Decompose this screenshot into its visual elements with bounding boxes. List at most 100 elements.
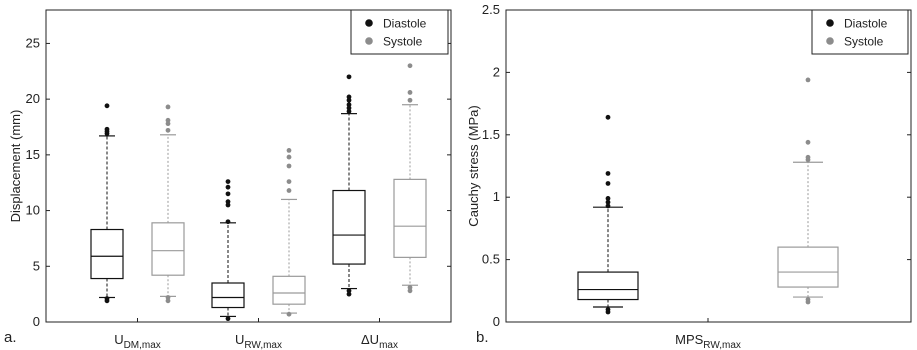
category-label: URW,max xyxy=(235,332,282,350)
box-plot xyxy=(577,114,639,315)
outlier-point xyxy=(346,97,352,103)
outlier-point xyxy=(346,105,352,111)
outlier-point xyxy=(805,139,811,145)
outlier-point xyxy=(165,117,171,123)
y-tick-label: 2.5 xyxy=(482,2,500,17)
box-iqr xyxy=(777,246,839,288)
outlier-point xyxy=(225,316,231,322)
panel-label: a. xyxy=(4,329,17,346)
legend-box xyxy=(350,9,449,55)
category-base: U xyxy=(114,332,123,347)
box-iqr xyxy=(332,189,366,265)
legend: Diastole Systole xyxy=(350,9,449,55)
outlier-point xyxy=(605,203,611,209)
box-plot xyxy=(272,148,306,317)
box-plot xyxy=(393,63,427,294)
legend-marker xyxy=(826,37,834,45)
outlier-point xyxy=(605,181,611,186)
outlier-point xyxy=(104,126,110,132)
y-tick-label: 1 xyxy=(493,189,500,204)
outlier-point xyxy=(225,199,231,205)
category-label: MPSRW,max xyxy=(675,332,741,350)
outlier-point xyxy=(225,219,231,225)
outlier-point xyxy=(225,184,231,190)
plot-frame xyxy=(505,9,912,323)
outlier-point xyxy=(165,127,171,133)
category-label: ΔUmax xyxy=(361,332,398,350)
box-plot xyxy=(332,74,366,297)
legend-marker xyxy=(365,19,373,27)
outlier-point xyxy=(346,291,352,297)
legend: Diastole Systole xyxy=(811,9,909,55)
category-subscript: RW,max xyxy=(244,340,282,350)
legend-label: Systole xyxy=(844,35,884,49)
box-plot xyxy=(211,179,245,322)
box-plot xyxy=(151,104,185,304)
outlier-point xyxy=(286,311,292,317)
outlier-point xyxy=(805,297,811,302)
category-subscript: DM,max xyxy=(124,340,161,350)
legend-marker xyxy=(365,37,373,45)
outlier-point xyxy=(286,148,292,153)
outlier-point xyxy=(407,90,413,95)
outlier-point xyxy=(165,104,171,110)
box-iqr xyxy=(577,271,639,301)
outlier-point xyxy=(346,94,352,100)
category-base: MPS xyxy=(675,332,704,347)
outlier-point xyxy=(605,114,611,120)
outlier-point xyxy=(104,103,110,109)
box-iqr xyxy=(211,282,245,309)
category-label: UDM,max xyxy=(114,332,161,350)
y-tick-label: 1.5 xyxy=(482,127,500,142)
outlier-point xyxy=(104,296,110,301)
plot-frame xyxy=(45,9,452,323)
outlier-point xyxy=(225,191,231,197)
outlier-point xyxy=(605,171,611,176)
chart-panel: 0 0.5 1 1.5 2 2.5 Cauchy stress (MPa) b. MPSRW,m… xyxy=(466,2,912,350)
y-axis-label: Cauchy stress (MPa) xyxy=(466,105,481,226)
outlier-point xyxy=(407,285,413,290)
outlier-point xyxy=(225,179,231,185)
outlier-point xyxy=(286,188,292,193)
y-tick-label: 5 xyxy=(33,258,40,273)
outlier-point xyxy=(165,121,171,127)
outlier-point xyxy=(286,179,292,185)
y-tick-label: 20 xyxy=(26,91,40,106)
outlier-point xyxy=(407,288,413,294)
box-plot xyxy=(90,103,124,304)
outlier-point xyxy=(605,196,611,201)
y-tick-label: 15 xyxy=(26,147,40,162)
box-iqr xyxy=(90,228,124,280)
outlier-point xyxy=(346,74,352,80)
outlier-point xyxy=(805,77,811,83)
legend-marker xyxy=(826,19,834,27)
category-base: U xyxy=(235,332,244,347)
outlier-point xyxy=(407,97,413,103)
outlier-point xyxy=(346,109,352,114)
y-tick-label: 25 xyxy=(26,35,40,50)
box-plot xyxy=(777,77,839,305)
y-tick-label: 10 xyxy=(26,203,40,218)
outlier-point xyxy=(165,295,171,300)
y-tick-label: 0 xyxy=(33,314,40,329)
box-iqr xyxy=(272,275,306,305)
outlier-point xyxy=(605,199,611,205)
panel-label: b. xyxy=(476,329,489,346)
outlier-point xyxy=(346,288,352,294)
outlier-point xyxy=(165,298,171,304)
y-tick-label: 2 xyxy=(493,64,500,79)
box-iqr xyxy=(151,222,185,276)
outlier-point xyxy=(346,102,352,108)
legend-label: Diastole xyxy=(383,17,427,31)
outlier-point xyxy=(605,307,611,312)
y-tick-label: 0.5 xyxy=(482,252,500,267)
category-subscript: RW,max xyxy=(703,340,741,350)
outlier-point xyxy=(286,163,292,169)
outlier-point xyxy=(407,63,413,69)
category-subscript: max xyxy=(379,340,398,350)
legend-label: Systole xyxy=(383,35,423,49)
legend-box xyxy=(811,9,909,55)
outlier-point xyxy=(286,154,292,160)
